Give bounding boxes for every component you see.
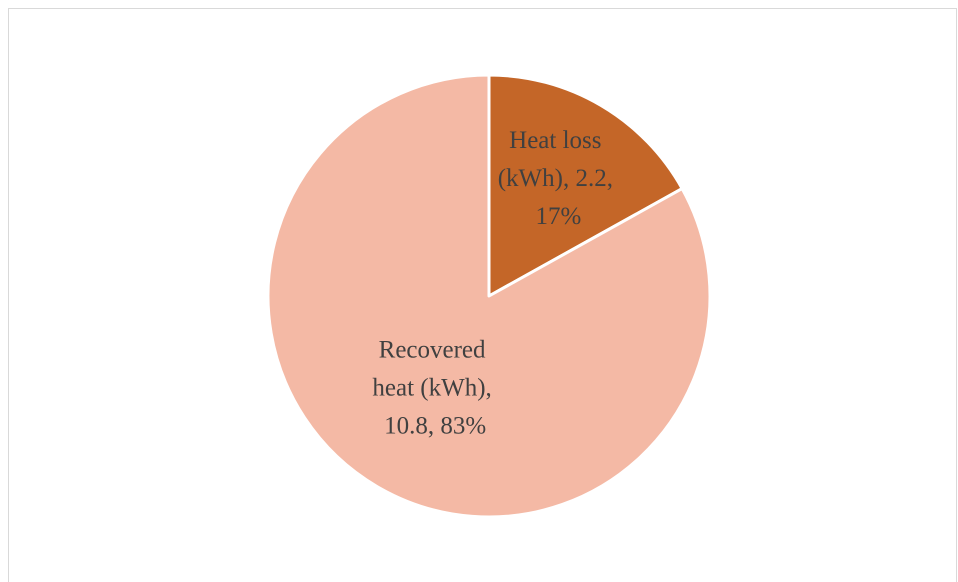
label-line: Heat loss xyxy=(509,127,601,154)
label-line: (kWh), 2.2, xyxy=(498,165,613,192)
label-line: 17% xyxy=(536,203,582,230)
slice-label-heat-loss: Heat loss (kWh), 2.2, 17% xyxy=(498,127,620,230)
slice-label-recovered-heat: Recovered heat (kWh), 10.8, 83% xyxy=(372,336,498,439)
pie-slice-recovered-heat xyxy=(266,73,712,519)
pie-slice-heat-loss xyxy=(487,73,684,298)
label-line: 10.8, 83% xyxy=(384,412,486,439)
pie-slices xyxy=(266,73,712,519)
label-line: heat (kWh), xyxy=(372,374,491,401)
slice-labels: Heat loss (kWh), 2.2, 17% Recovered heat… xyxy=(372,127,620,440)
label-line: Recovered xyxy=(379,336,486,363)
